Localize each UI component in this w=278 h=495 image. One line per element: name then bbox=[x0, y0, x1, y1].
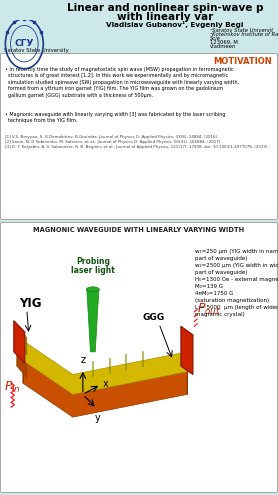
Text: x: x bbox=[103, 380, 109, 390]
Polygon shape bbox=[87, 290, 99, 352]
Ellipse shape bbox=[86, 287, 99, 292]
Text: YIG: YIG bbox=[19, 297, 41, 310]
Text: MOTIVATION: MOTIVATION bbox=[213, 57, 272, 66]
Text: • Magnonic waveguide with linearly varying width [3] was fabricated by the laser: • Magnonic waveguide with linearly varyi… bbox=[5, 112, 225, 123]
Text: GGG: GGG bbox=[143, 313, 165, 322]
Text: СГУ: СГУ bbox=[15, 39, 34, 48]
Text: Scie: Scie bbox=[210, 36, 221, 41]
Text: z: z bbox=[80, 354, 85, 365]
Text: w₁=250 μm (YIG width in narrow
part of waveguide)
w₂=2500 μm (YIG width in wider: w₁=250 μm (YIG width in narrow part of w… bbox=[195, 249, 278, 317]
Text: [1] V.S. Baryyan, S. G Demokritov, B.Graindre, Journal of Physics D: Applied Phy: [1] V.S. Baryyan, S. G Demokritov, B.Gra… bbox=[5, 135, 269, 149]
Text: ²Kotelnikov Institute of Radioengineered: ²Kotelnikov Institute of Radioengineered bbox=[210, 32, 278, 37]
Polygon shape bbox=[23, 360, 187, 417]
Polygon shape bbox=[23, 341, 187, 395]
Text: MAGNONIC WAVEGUIDE WITH LINEARLY VARYING WIDTH: MAGNONIC WAVEGUIDE WITH LINEARLY VARYING… bbox=[33, 227, 245, 233]
Text: Vladislav Gubanov¹, Evgeniy Begi: Vladislav Gubanov¹, Evgeniy Begi bbox=[106, 21, 244, 28]
Text: with linearly var: with linearly var bbox=[117, 12, 213, 22]
Text: Saratov State University: Saratov State University bbox=[4, 48, 69, 53]
Text: y: y bbox=[95, 413, 101, 423]
Text: Linear and nonlinear spin-wave p: Linear and nonlinear spin-wave p bbox=[67, 3, 263, 13]
Polygon shape bbox=[14, 321, 25, 363]
Text: Probing
laser light: Probing laser light bbox=[71, 256, 115, 275]
Polygon shape bbox=[17, 344, 27, 377]
Text: ¹Saratov State Universit: ¹Saratov State Universit bbox=[210, 28, 273, 33]
FancyBboxPatch shape bbox=[1, 222, 277, 493]
Text: $P_{in}$: $P_{in}$ bbox=[4, 380, 21, 396]
Polygon shape bbox=[181, 326, 193, 375]
Text: • In recently time the study of magnetostatic spin wave (MSW) propagation in fer: • In recently time the study of magnetos… bbox=[5, 67, 239, 98]
Text: $P_{out}$: $P_{out}$ bbox=[197, 302, 221, 317]
Polygon shape bbox=[17, 326, 27, 355]
Text: vladmeen: vladmeen bbox=[210, 44, 236, 49]
FancyBboxPatch shape bbox=[1, 53, 277, 219]
Text: 123069, M: 123069, M bbox=[210, 40, 238, 45]
